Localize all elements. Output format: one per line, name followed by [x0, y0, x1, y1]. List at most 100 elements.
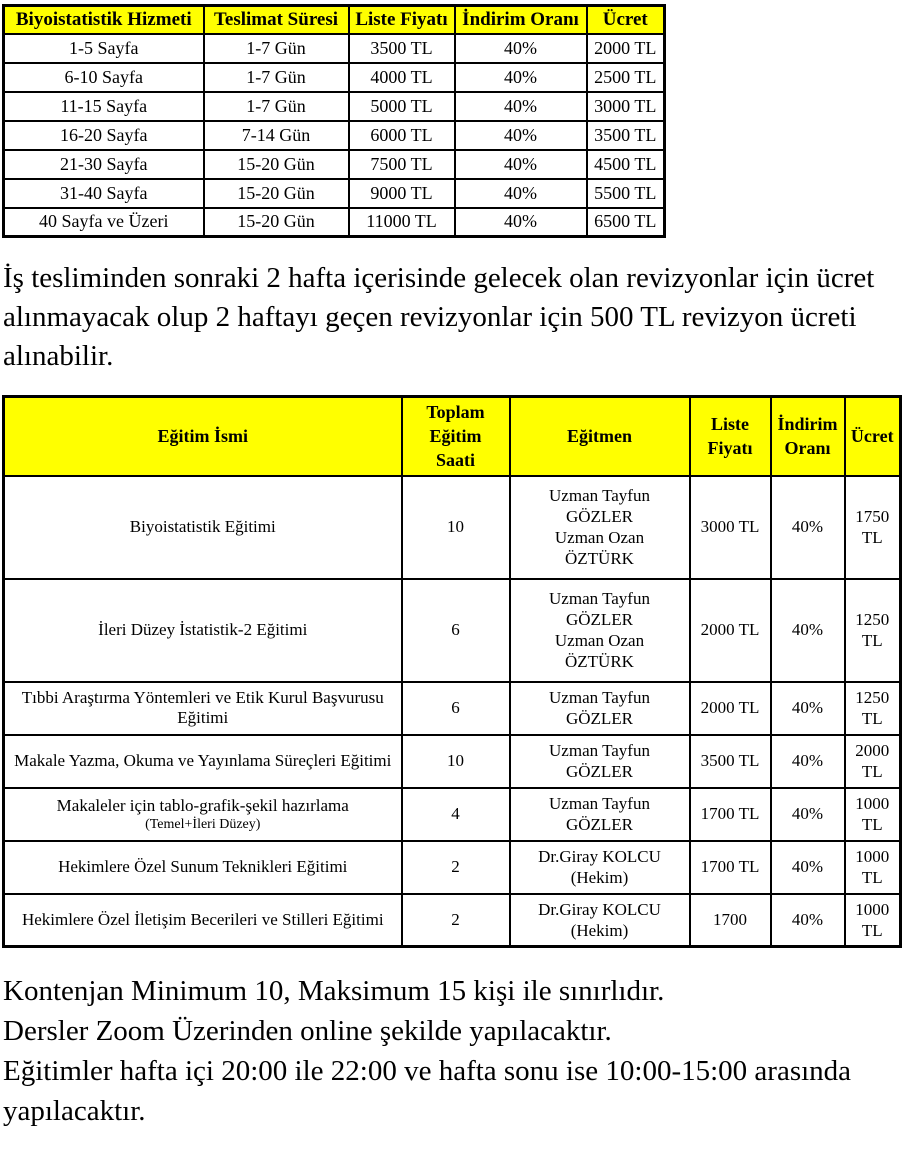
discount-cell: 40% — [453, 119, 588, 151]
schedule-note: Eğitimler hafta içi 20:00 ile 22:00 ve h… — [3, 1055, 852, 1127]
table-row: 21-30 Sayfa 15-20 Gün 7500 TL 40% 4500 T… — [2, 148, 666, 180]
trainer-cell: Uzman Tayfun GÖZLER — [508, 786, 691, 842]
list-price-cell: 6000 TL — [347, 119, 456, 151]
trainer-cell: Uzman Tayfun GÖZLER Uzman Ozan ÖZTÜRK — [508, 577, 691, 683]
discount-cell: 40% — [769, 733, 846, 789]
fee-cell: 2000 TL — [585, 32, 666, 64]
fee-cell: 3500 TL — [585, 119, 666, 151]
fee-cell: 1250 TL — [843, 577, 902, 683]
delivery-cell: 1-7 Gün — [202, 61, 350, 93]
table-row: 40 Sayfa ve Üzeri 15-20 Gün 11000 TL 40%… — [2, 206, 666, 238]
trainer-cell: Dr.Giray KOLCU (Hekim) — [508, 892, 691, 948]
hours-cell: 6 — [400, 680, 511, 736]
table-row: Tıbbi Araştırma Yöntemleri ve Etik Kurul… — [2, 680, 902, 736]
header-delivery-time: Teslimat Süresi — [202, 4, 350, 35]
header-list-price: Liste Fiyatı — [688, 395, 772, 477]
header-biostat-service: Biyoistatistik Hizmeti — [2, 4, 205, 35]
training-name: Tıbbi Araştırma Yöntemleri ve Etik Kurul… — [21, 688, 384, 727]
header-total-hours: Toplam Eğitim Saati — [400, 395, 511, 477]
training-name: Hekimlere Özel İletişim Becerileri ve St… — [21, 909, 384, 929]
list-price-cell: 1700 — [688, 892, 772, 948]
training-name-cell: Hekimlere Özel İletişim Becerileri ve St… — [2, 892, 403, 948]
table-row: Makaleler için tablo-grafik-şekil hazırl… — [2, 786, 902, 842]
header-fee: Ücret — [843, 395, 902, 477]
capacity-note: Kontenjan Minimum 10, Maksimum 15 kişi i… — [3, 975, 665, 1007]
table-row: 31-40 Sayfa 15-20 Gün 9000 TL 40% 5500 T… — [2, 177, 666, 209]
list-price-cell: 7500 TL — [347, 148, 456, 180]
service-cell: 31-40 Sayfa — [2, 177, 205, 209]
hours-cell: 10 — [400, 474, 511, 580]
delivery-cell: 7-14 Gün — [202, 119, 350, 151]
service-cell: 16-20 Sayfa — [2, 119, 205, 151]
zoom-online-note: Dersler Zoom Üzerinden online şekilde ya… — [3, 1015, 612, 1047]
hours-cell: 4 — [400, 786, 511, 842]
trainer-cell: Uzman Tayfun GÖZLER Uzman Ozan ÖZTÜRK — [508, 474, 691, 580]
table-row: Biyoistatistik Eğitimi 10 Uzman Tayfun G… — [2, 474, 902, 580]
list-price-cell: 9000 TL — [347, 177, 456, 209]
footer-notes: Kontenjan Minimum 10, Maksimum 15 kişi i… — [3, 971, 903, 1131]
revision-policy-note: İş tesliminden sonraki 2 hafta içerisind… — [3, 262, 875, 372]
discount-cell: 40% — [769, 474, 846, 580]
table-row: 16-20 Sayfa 7-14 Gün 6000 TL 40% 3500 TL — [2, 119, 666, 151]
training-name: Hekimlere Özel Sunum Teknikleri Eğitimi — [58, 857, 348, 876]
table-header-row: Biyoistatistik Hizmeti Teslimat Süresi L… — [2, 4, 666, 35]
fee-cell: 4500 TL — [585, 148, 666, 180]
training-name-cell: İleri Düzey İstatistik-2 Eğitimi — [2, 577, 403, 683]
header-list-price: Liste Fiyatı — [347, 4, 456, 35]
delivery-cell: 15-20 Gün — [202, 177, 350, 209]
discount-cell: 40% — [769, 839, 846, 895]
list-price-cell: 1700 TL — [688, 786, 772, 842]
list-price-cell: 2000 TL — [688, 577, 772, 683]
hours-cell: 2 — [400, 892, 511, 948]
fee-cell: 1750 TL — [843, 474, 902, 580]
service-cell: 40 Sayfa ve Üzeri — [2, 206, 205, 238]
delivery-cell: 15-20 Gün — [202, 206, 350, 238]
training-name-cell: Tıbbi Araştırma Yöntemleri ve Etik Kurul… — [2, 680, 403, 736]
discount-cell: 40% — [769, 577, 846, 683]
hours-cell: 2 — [400, 839, 511, 895]
discount-cell: 40% — [453, 90, 588, 122]
list-price-cell: 3000 TL — [688, 474, 772, 580]
training-subname: (Temel+İleri Düzey) — [145, 816, 261, 832]
list-price-cell: 3500 TL — [688, 733, 772, 789]
list-price-cell: 11000 TL — [347, 206, 456, 238]
trainer-cell: Uzman Tayfun GÖZLER — [508, 680, 691, 736]
discount-cell: 40% — [769, 892, 846, 948]
fee-cell: 1000 TL — [843, 839, 902, 895]
service-cell: 1-5 Sayfa — [2, 32, 205, 64]
service-cell: 11-15 Sayfa — [2, 90, 205, 122]
trainer-cell: Uzman Tayfun GÖZLER — [508, 733, 691, 789]
list-price-cell: 4000 TL — [347, 61, 456, 93]
training-name: İleri Düzey İstatistik-2 Eğitimi — [98, 620, 308, 639]
service-cell: 6-10 Sayfa — [2, 61, 205, 93]
fee-cell: 1000 TL — [843, 892, 902, 948]
list-price-cell: 3500 TL — [347, 32, 456, 64]
fee-cell: 6500 TL — [585, 206, 666, 238]
header-fee: Ücret — [585, 4, 666, 35]
discount-cell: 40% — [453, 61, 588, 93]
header-training-name: Eğitim İsmi — [2, 395, 403, 477]
discount-cell: 40% — [453, 32, 588, 64]
hours-cell: 6 — [400, 577, 511, 683]
list-price-cell: 5000 TL — [347, 90, 456, 122]
service-cell: 21-30 Sayfa — [2, 148, 205, 180]
training-name-cell: Makale Yazma, Okuma ve Yayınlama Süreçle… — [2, 733, 403, 789]
fee-cell: 5500 TL — [585, 177, 666, 209]
training-name: Makale Yazma, Okuma ve Yayınlama Süreçle… — [14, 751, 392, 770]
table-row: 11-15 Sayfa 1-7 Gün 5000 TL 40% 3000 TL — [2, 90, 666, 122]
discount-cell: 40% — [453, 148, 588, 180]
training-name-cell: Makaleler için tablo-grafik-şekil hazırl… — [2, 786, 403, 842]
table-row: 1-5 Sayfa 1-7 Gün 3500 TL 40% 2000 TL — [2, 32, 666, 64]
list-price-cell: 2000 TL — [688, 680, 772, 736]
table-row: Hekimlere Özel İletişim Becerileri ve St… — [2, 892, 902, 948]
training-name: Makaleler için tablo-grafik-şekil hazırl… — [56, 795, 349, 815]
table-row: İleri Düzey İstatistik-2 Eğitimi 6 Uzman… — [2, 577, 902, 683]
fee-cell: 3000 TL — [585, 90, 666, 122]
table-row: Makale Yazma, Okuma ve Yayınlama Süreçle… — [2, 733, 902, 789]
header-discount-rate: İndirim Oranı — [769, 395, 846, 477]
training-name-cell: Hekimlere Özel Sunum Teknikleri Eğitimi — [2, 839, 403, 895]
discount-cell: 40% — [769, 680, 846, 736]
trainer-cell: Dr.Giray KOLCU (Hekim) — [508, 839, 691, 895]
fee-cell: 1250 TL — [843, 680, 902, 736]
table-row: Hekimlere Özel Sunum Teknikleri Eğitimi … — [2, 839, 902, 895]
